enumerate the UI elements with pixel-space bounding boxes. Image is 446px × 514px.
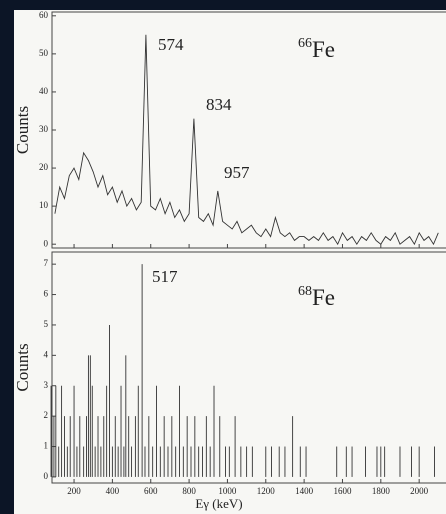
y-tick-label: 7 <box>44 258 49 268</box>
isotope-mass: 68 <box>298 284 312 299</box>
peak-label: 517 <box>152 267 178 286</box>
x-tick-label: 600 <box>144 486 158 496</box>
y-tick-label: 5 <box>44 319 49 329</box>
y-axis-label: Counts <box>13 106 32 154</box>
x-axis-label: Eγ (keV) <box>195 496 242 511</box>
y-tick-label: 0 <box>44 471 49 481</box>
x-tick-label: 1600 <box>333 486 352 496</box>
x-tick-label: 200 <box>67 486 81 496</box>
figure-background <box>14 10 446 514</box>
y-axis-label: Counts <box>13 343 32 391</box>
y-tick-label: 50 <box>39 48 49 58</box>
x-tick-label: 1000 <box>218 486 237 496</box>
x-tick-label: 1400 <box>295 486 314 496</box>
isotope-label: 68Fe <box>298 284 335 310</box>
x-tick-label: 1800 <box>372 486 391 496</box>
isotope-mass: 66 <box>298 36 312 51</box>
y-tick-label: 20 <box>39 162 49 172</box>
x-tick-label: 2000 <box>410 486 429 496</box>
isotope-element: Fe <box>312 37 335 62</box>
isotope-element: Fe <box>312 285 335 310</box>
y-tick-label: 4 <box>44 349 49 359</box>
y-tick-label: 10 <box>39 200 49 210</box>
y-tick-label: 3 <box>44 380 49 390</box>
peak-label: 957 <box>224 163 250 182</box>
y-tick-label: 6 <box>44 289 49 299</box>
peak-label: 574 <box>158 35 184 54</box>
y-tick-label: 60 <box>39 10 49 20</box>
y-tick-label: 40 <box>39 86 49 96</box>
spectrum-line <box>54 34 439 246</box>
x-tick-label: 800 <box>182 486 196 496</box>
y-tick-label: 1 <box>44 441 49 451</box>
isotope-label: 66Fe <box>298 36 335 62</box>
x-tick-label: 1200 <box>257 486 276 496</box>
peak-label: 834 <box>206 95 232 114</box>
plot-frame <box>51 251 446 484</box>
y-tick-label: 2 <box>44 410 49 420</box>
x-tick-label: 400 <box>106 486 120 496</box>
y-tick-label: 30 <box>39 124 49 134</box>
y-tick-label: 0 <box>44 238 49 248</box>
